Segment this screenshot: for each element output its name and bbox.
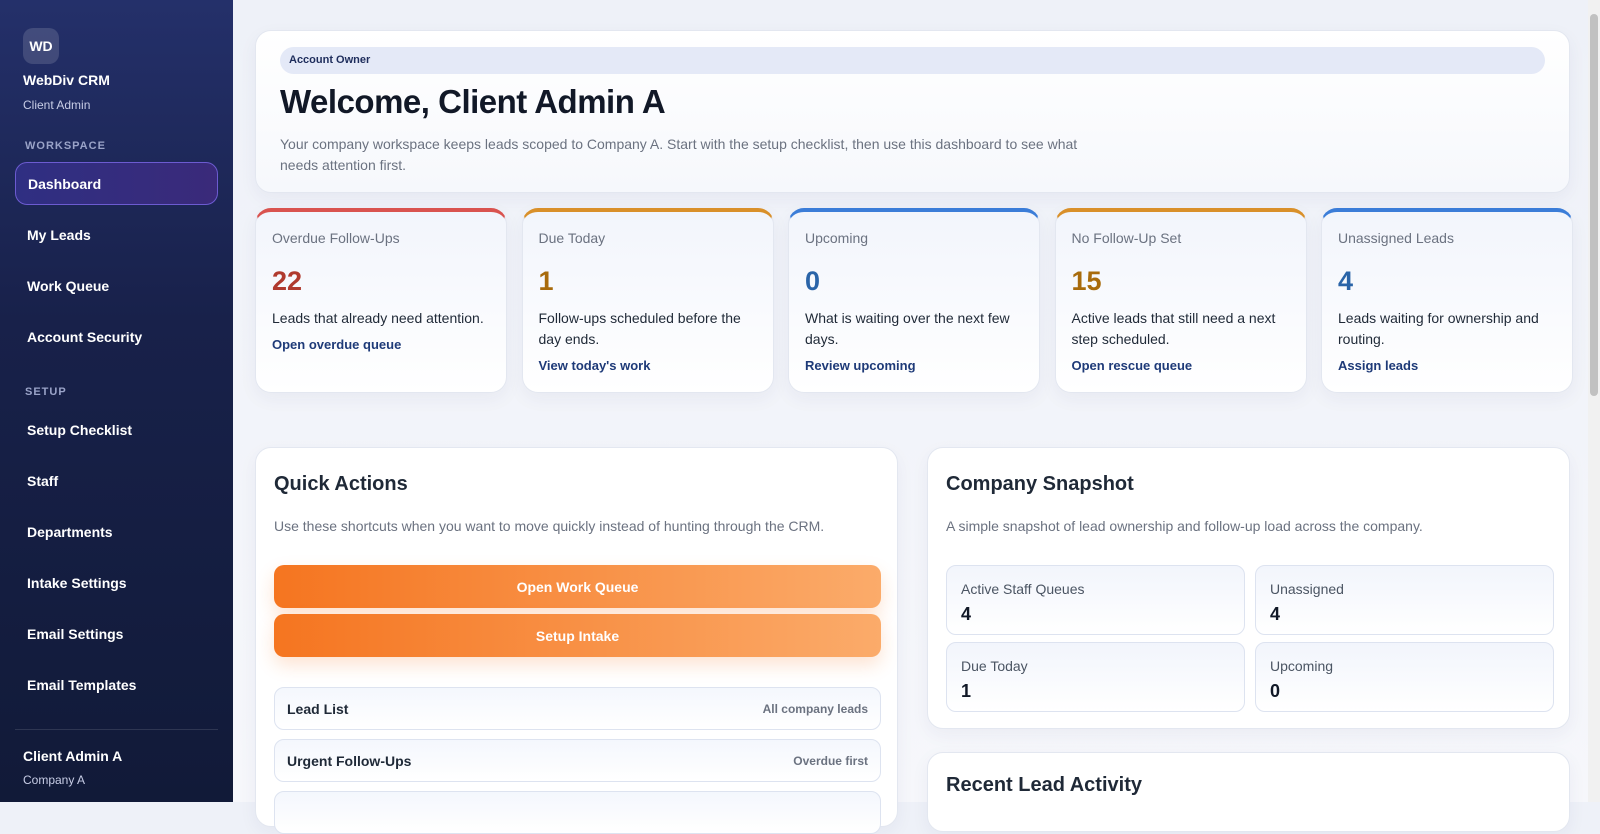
stat-card: Upcoming 0 What is waiting over the next f…	[788, 208, 1040, 393]
metric-value: 0	[1270, 681, 1281, 701]
nav-item[interactable]: Dashboard	[15, 162, 218, 205]
metric-value: 4	[1270, 604, 1281, 624]
nav-item[interactable]: Intake Settings	[27, 574, 127, 591]
stat-value: 1	[538, 266, 554, 296]
stat-card: Unassigned Leads 4 Leads waiting for owner…	[1321, 208, 1573, 393]
company-snapshot: Company Snapshot A simple snapshot of le…	[927, 447, 1570, 729]
metric: Active Staff Queues 4	[946, 565, 1245, 635]
quick-link[interactable]	[274, 791, 881, 834]
nav-item[interactable]: Email Settings	[27, 625, 124, 642]
stat-link[interactable]: Open overdue queue	[272, 337, 402, 352]
stat-description: What is waiting over the next few days.	[805, 310, 1010, 347]
quick-link[interactable]: Urgent Follow-Ups Overdue first	[274, 739, 881, 782]
stat-label: Due Today	[538, 230, 606, 246]
panel-title: Company Snapshot	[946, 473, 1134, 495]
stat-link[interactable]: Open rescue queue	[1071, 358, 1193, 373]
badge: Account Owner	[280, 47, 1545, 74]
sidebar: WD WebDiv CRM Client Admin Client Admin …	[0, 0, 233, 802]
stat-value: 0	[805, 266, 821, 296]
stat-value: 15	[1071, 266, 1102, 296]
nav-item[interactable]: Account Security	[27, 328, 143, 345]
section-label: WORKSPACE	[25, 140, 106, 152]
metric-label: Upcoming	[1270, 658, 1334, 674]
scrollbar[interactable]	[1588, 0, 1600, 802]
stat-link[interactable]: View today's work	[538, 358, 651, 373]
stat-label: Unassigned Leads	[1338, 230, 1454, 246]
user-company: Company A	[23, 773, 86, 787]
stat-label: Overdue Follow-Ups	[272, 230, 400, 246]
panel-title: Recent Lead Activity	[946, 774, 1142, 796]
quick-actions: Quick Actions Use these shortcuts when y…	[255, 447, 898, 834]
nav-item[interactable]: Setup Checklist	[27, 421, 133, 438]
metric-label: Due Today	[961, 658, 1028, 674]
metric: Unassigned 4	[1255, 565, 1554, 635]
stat-link[interactable]: Review upcoming	[805, 358, 916, 373]
section-label: SETUP	[25, 386, 67, 398]
stat-description: Leads waiting for ownership and routing.	[1338, 310, 1539, 347]
scroll-thumb[interactable]	[1590, 14, 1598, 396]
welcome-card: Account Owner Welcome, Client Admin A Yo…	[255, 30, 1570, 193]
link-hint: Overdue first	[793, 753, 868, 768]
stat-description: Active leads that still need a next step…	[1071, 310, 1276, 347]
action-button[interactable]: Open Work Queue	[274, 565, 881, 608]
metric-label: Active Staff Queues	[961, 581, 1085, 597]
user-name: Client Admin A	[23, 748, 123, 764]
recent-activity: Recent Lead Activity	[927, 752, 1570, 832]
metric-value: 4	[961, 604, 972, 624]
brand: WebDiv CRM	[23, 72, 110, 88]
panel-description: Use these shortcuts when you want to mov…	[274, 518, 825, 534]
nav-item[interactable]: Staff	[27, 472, 59, 489]
metric-value: 1	[961, 681, 972, 701]
link-hint: All company leads	[762, 701, 868, 716]
nav-item[interactable]: Departments	[27, 523, 113, 540]
stat-value: 4	[1338, 266, 1354, 296]
stat-description: Follow-ups scheduled before the day ends…	[538, 310, 741, 347]
panel-description: A simple snapshot of lead ownership and …	[946, 518, 1423, 534]
logo: WD	[23, 28, 59, 64]
link-label: Urgent Follow-Ups	[287, 752, 412, 769]
divider	[15, 729, 218, 730]
nav-item[interactable]: Work Queue	[27, 277, 110, 294]
metric: Upcoming 0	[1255, 642, 1554, 712]
stat-description: Leads that already need attention.	[272, 310, 484, 326]
link-label: Lead List	[287, 700, 349, 717]
nav-item[interactable]: Email Templates	[27, 676, 137, 693]
role: Client Admin	[23, 98, 91, 112]
quick-link[interactable]: Lead List All company leads	[274, 687, 881, 730]
stat-link[interactable]: Assign leads	[1338, 358, 1419, 373]
stat-card: No Follow-Up Set 15 Active leads that stil…	[1054, 208, 1307, 393]
nav-item[interactable]: My Leads	[27, 226, 91, 243]
stat-value: 22	[272, 266, 303, 296]
description: Your company workspace keeps leads scope…	[280, 136, 1078, 173]
title: Welcome, Client Admin A	[280, 83, 666, 120]
metric-label: Unassigned	[1270, 581, 1344, 597]
stat-label: No Follow-Up Set	[1071, 230, 1182, 246]
panel-title: Quick Actions	[274, 473, 408, 495]
stat-label: Upcoming	[805, 230, 869, 246]
stat-card: Overdue Follow-Ups 22 Leads that already n…	[255, 208, 507, 393]
stat-card: Due Today 1 Follow-ups scheduled before th…	[521, 208, 774, 393]
metric: Due Today 1	[946, 642, 1245, 712]
action-button[interactable]: Setup Intake	[274, 614, 881, 657]
